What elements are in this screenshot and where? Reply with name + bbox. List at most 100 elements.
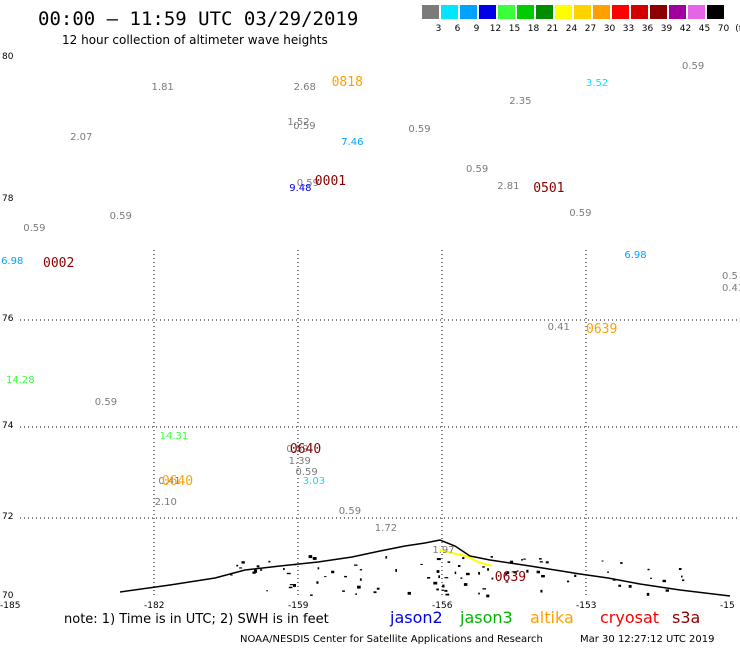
legend-label: 12: [489, 24, 502, 34]
lake-mark: [385, 556, 388, 559]
lake-mark: [516, 570, 519, 572]
legend-label: 3: [435, 24, 442, 34]
legend-label: 45: [698, 24, 711, 34]
lake-mark: [466, 572, 470, 576]
lake-mark: [505, 581, 509, 583]
lake-mark: [324, 576, 327, 578]
lake-mark: [513, 571, 517, 574]
legend-label: 30: [603, 24, 616, 34]
wave-height-value: 14.31: [159, 430, 189, 442]
legend-label: 27: [584, 24, 597, 34]
lake-mark: [289, 584, 294, 586]
lake-mark: [462, 557, 465, 560]
wave-height-value: 0.59: [286, 444, 309, 456]
lake-mark: [487, 568, 489, 571]
page-title: 00:00 – 11:59 UTC 03/29/2019: [38, 8, 359, 30]
lake-mark: [482, 588, 486, 590]
lake-mark: [509, 560, 514, 564]
satellite-jason2: jason2: [390, 608, 443, 627]
wave-height-value: 0.59: [293, 120, 316, 132]
legend-label: 70: [717, 24, 730, 34]
legend-label: 33: [622, 24, 635, 34]
lake-mark: [678, 568, 682, 570]
legend-label: 18: [527, 24, 540, 34]
lake-mark: [342, 590, 345, 592]
lake-mark: [316, 581, 319, 584]
lake-mark: [354, 564, 358, 566]
wave-height-value: 6.98: [624, 250, 647, 261]
lake-mark: [317, 567, 320, 570]
lake-mark: [490, 556, 493, 558]
lake-mark: [521, 559, 523, 561]
lake-mark: [526, 569, 529, 573]
wave-height-value: 0.59: [682, 61, 705, 73]
lake-mark: [541, 575, 545, 578]
wave-height-value: 9.48: [289, 182, 312, 194]
wave-height-value: 0.59: [466, 163, 489, 175]
legend-swatch: [612, 5, 629, 19]
legend-unit: (ft): [735, 24, 740, 34]
legend-swatch: [441, 5, 458, 19]
lake-mark: [236, 564, 239, 567]
pass-time-label: 0640: [161, 473, 194, 489]
lon-label: -156: [432, 601, 453, 611]
lake-mark: [646, 592, 650, 596]
legend-swatch: [707, 5, 724, 19]
lake-mark: [395, 569, 397, 572]
wave-height-value: 3.52: [586, 78, 609, 90]
lake-mark: [662, 579, 666, 583]
note-text: note: 1) Time is in UTC; 2) SWH is in fe…: [64, 612, 329, 627]
pass-time-label: 0818: [331, 74, 363, 90]
legend-swatch: [631, 5, 648, 19]
wave-height-value: 0.59: [295, 466, 318, 478]
lake-mark: [567, 580, 570, 583]
lake-mark: [607, 571, 609, 573]
satellite-jason3: jason3: [460, 608, 513, 627]
lake-mark: [650, 577, 652, 579]
lake-mark: [612, 579, 616, 581]
wave-height-value: 0.41: [722, 283, 740, 294]
lake-mark: [359, 569, 363, 571]
lake-mark: [308, 555, 313, 559]
lake-mark: [286, 572, 291, 575]
page-subtitle: 12 hour collection of altimeter wave hei…: [62, 33, 328, 47]
lat-label: 72: [2, 512, 14, 522]
lat-label: 80: [2, 52, 14, 62]
wave-height-value: 2.35: [509, 96, 532, 108]
lake-mark: [463, 583, 468, 586]
lake-mark: [241, 561, 245, 564]
lake-mark: [505, 572, 507, 576]
lake-mark: [478, 592, 480, 595]
wave-height-value: 0.59: [408, 124, 431, 136]
lake-mark: [457, 565, 461, 567]
lat-label: 76: [2, 314, 14, 324]
legend-swatch: [574, 5, 591, 19]
pass-time-label: 0640: [289, 441, 322, 457]
lake-mark: [293, 584, 296, 587]
lake-mark: [441, 589, 445, 591]
wave-height-value: 0.59: [109, 211, 132, 222]
legend-swatch: [460, 5, 477, 19]
lat-label: 78: [2, 194, 14, 204]
lake-mark: [355, 593, 357, 595]
pass-time-label: 0639: [586, 321, 618, 337]
lake-mark: [260, 569, 263, 571]
lake-mark: [574, 574, 577, 577]
wave-height-value: 7.46: [341, 136, 364, 148]
wave-height-value: 2.68: [293, 81, 316, 93]
legend-label: 15: [508, 24, 521, 34]
wave-height-value: 1.81: [151, 81, 174, 93]
lake-mark: [288, 586, 293, 589]
legend-swatch: [422, 5, 439, 19]
lake-mark: [444, 577, 449, 579]
lake-mark: [357, 585, 361, 589]
footer-timestamp: Mar 30 12:27:12 UTC 2019: [580, 634, 715, 645]
lake-mark: [539, 561, 543, 563]
lake-mark: [601, 560, 604, 562]
wave-height-value: 0.41: [158, 476, 181, 488]
lake-mark: [407, 591, 411, 595]
lake-mark: [293, 564, 297, 566]
lake-mark: [239, 567, 243, 569]
wave-height-value: 0.59: [569, 208, 592, 219]
lake-mark: [254, 569, 257, 573]
